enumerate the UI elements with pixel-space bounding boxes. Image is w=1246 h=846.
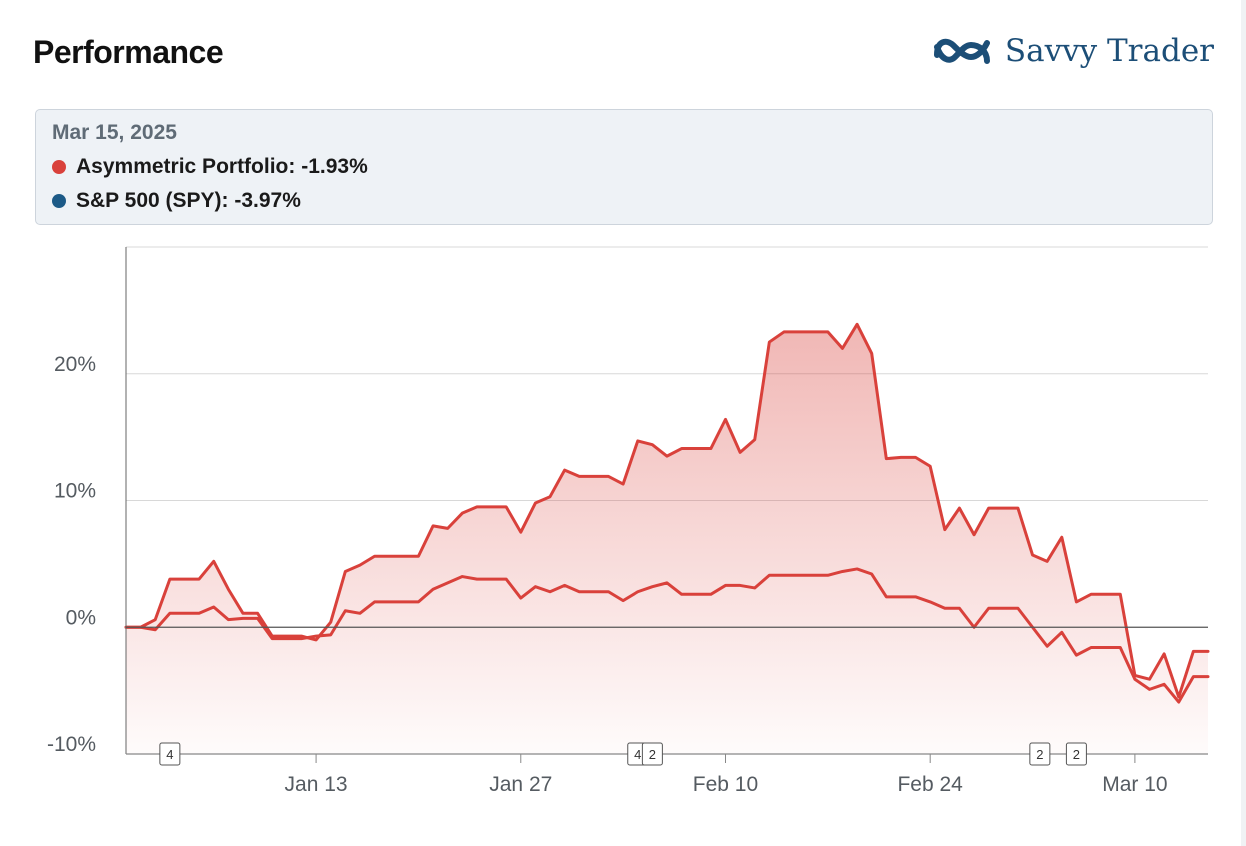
event-marker-label: 2 <box>1036 747 1043 762</box>
event-marker-box <box>159 742 181 766</box>
event-marker[interactable]: 2 <box>641 742 663 766</box>
event-marker-box <box>641 742 663 766</box>
series-lines <box>124 322 1210 704</box>
area-fill <box>126 324 1208 754</box>
event-marker[interactable]: 2 <box>1065 742 1087 766</box>
axes <box>125 247 1208 763</box>
event-marker[interactable]: 2 <box>1029 742 1051 766</box>
y-tick-label: 20% <box>54 353 96 376</box>
event-marker-label: 4 <box>634 747 641 762</box>
portfolio-area-fill <box>126 324 1208 754</box>
event-marker-label: 2 <box>1073 747 1080 762</box>
event-marker-box <box>1065 742 1087 766</box>
event-marker-label: 2 <box>649 747 656 762</box>
brand-name: Savvy Trader <box>1004 33 1214 69</box>
x-tick-label: Feb 24 <box>897 773 963 796</box>
x-tick-label: Feb 10 <box>693 773 758 796</box>
tooltip-portfolio-value: Asymmetric Portfolio: -1.93% <box>76 155 368 178</box>
scroll-edge <box>1241 0 1246 846</box>
tooltip-spy-value: S&P 500 (SPY): -3.97% <box>76 189 301 212</box>
event-marker-label: 4 <box>166 747 173 762</box>
y-tick-label: 10% <box>54 480 96 503</box>
brand-logo[interactable]: Savvy Trader <box>933 33 1214 69</box>
savvy-trader-logo-icon <box>933 38 990 64</box>
y-tick-label: -10% <box>47 733 96 756</box>
tooltip-series-spy: S&P 500 (SPY): -3.97% <box>52 189 1196 213</box>
tooltip-date: Mar 15, 2025 <box>52 121 177 144</box>
x-tick-label: Mar 10 <box>1102 773 1167 796</box>
event-marker[interactable]: 4 <box>159 742 181 766</box>
x-tick-label: Jan 27 <box>489 773 552 796</box>
chart-tooltip: Mar 15, 2025 Asymmetric Portfolio: -1.93… <box>35 109 1213 225</box>
portfolio-dot-icon <box>52 160 66 174</box>
y-tick-labels: 20% 10% 0% -10% <box>47 353 96 756</box>
x-tick-label: Jan 13 <box>285 773 348 796</box>
event-marker-box <box>1029 742 1051 766</box>
page-title: Performance <box>33 34 224 70</box>
spy-line <box>124 567 1210 704</box>
x-tick-labels: Jan 13 Jan 27 Feb 10 Feb 24 Mar 10 <box>285 773 1168 796</box>
spy-dot-icon <box>52 194 66 208</box>
tooltip-series-portfolio: Asymmetric Portfolio: -1.93% <box>52 155 1196 179</box>
y-tick-label: 0% <box>66 606 96 629</box>
